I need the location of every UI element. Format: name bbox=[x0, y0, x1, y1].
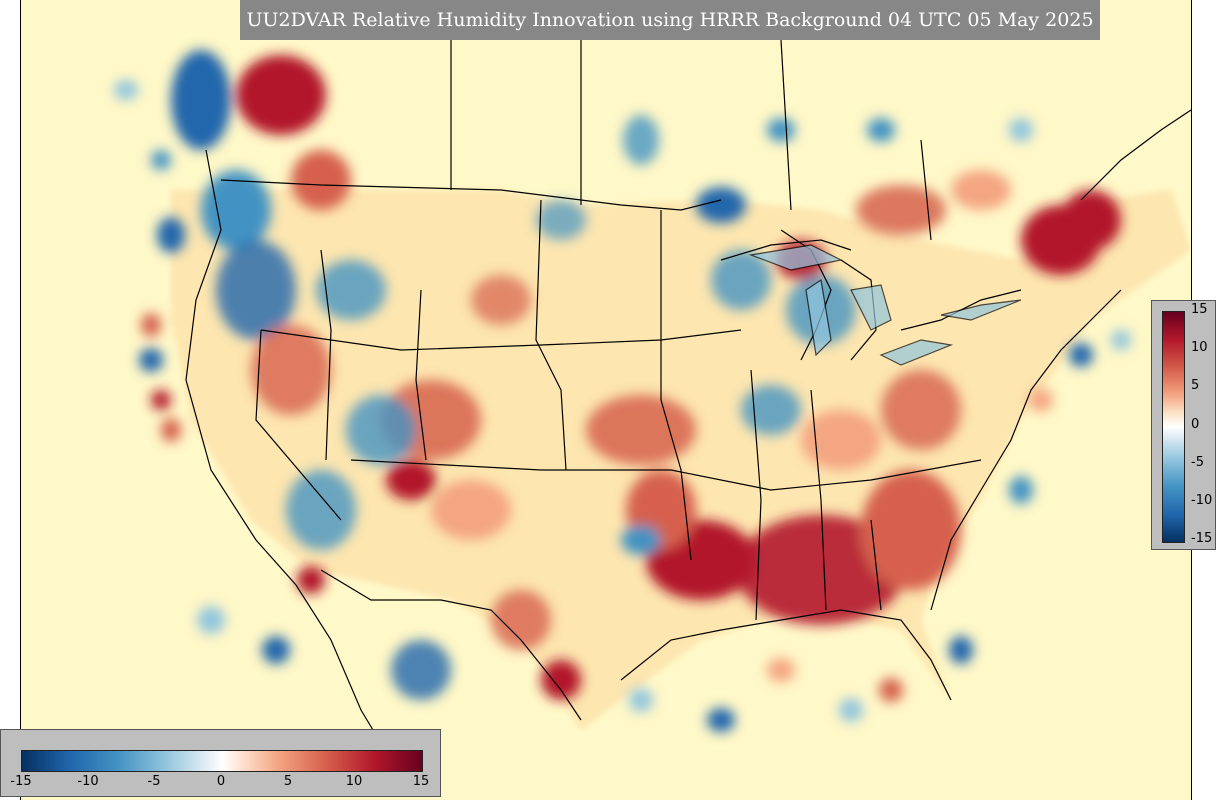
horizontal-colorbar-tick: -15 bbox=[10, 774, 32, 789]
vertical-colorbar-tick: 0 bbox=[1191, 417, 1200, 432]
vertical-colorbar-tick: -10 bbox=[1191, 493, 1213, 508]
horizontal-colorbar-tick: 5 bbox=[283, 774, 293, 789]
horizontal-colorbar-tick: 0 bbox=[216, 774, 226, 789]
horizontal-colorbar-tick: -10 bbox=[77, 774, 99, 789]
map-frame bbox=[20, 0, 1192, 800]
vertical-colorbar-tick: -5 bbox=[1191, 455, 1204, 470]
horizontal-colorbar: -15 -10 -5 0 5 10 15 bbox=[0, 729, 441, 797]
vertical-colorbar: 15 10 5 0 -5 -10 -15 bbox=[1151, 300, 1216, 550]
horizontal-colorbar-gradient bbox=[21, 750, 423, 772]
vertical-colorbar-gradient bbox=[1162, 311, 1185, 543]
vertical-colorbar-tick: -15 bbox=[1191, 531, 1213, 546]
horizontal-colorbar-tick: 10 bbox=[345, 774, 363, 789]
great-lakes bbox=[748, 244, 1022, 366]
vertical-colorbar-tick: 5 bbox=[1191, 378, 1200, 393]
horizontal-colorbar-tick: 15 bbox=[412, 774, 430, 789]
map-title: UU2DVAR Relative Humidity Innovation usi… bbox=[240, 0, 1100, 40]
vertical-colorbar-tick: 10 bbox=[1191, 340, 1208, 355]
humidity-patches bbox=[114, 50, 1131, 732]
land-field bbox=[171, 190, 1191, 730]
horizontal-colorbar-tick: -5 bbox=[147, 774, 161, 789]
rh-innovation-map bbox=[21, 0, 1191, 800]
map-outlines bbox=[185, 39, 1191, 761]
vertical-colorbar-tick: 15 bbox=[1191, 302, 1208, 317]
